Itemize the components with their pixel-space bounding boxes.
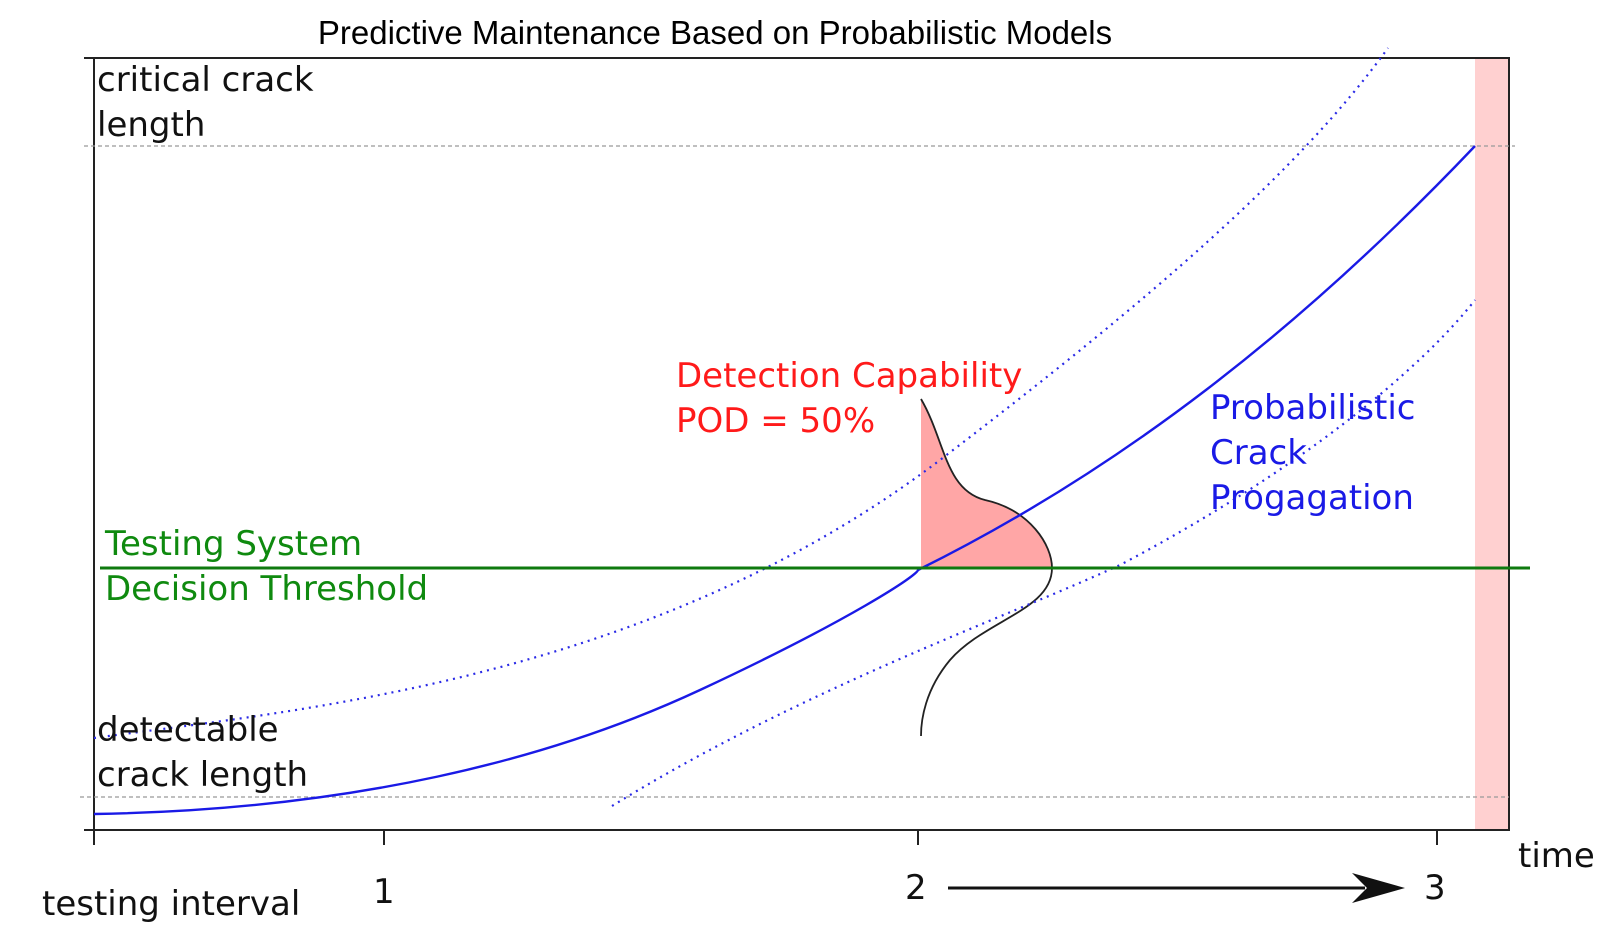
propagation-line-1: Probabilistic [1210,388,1416,428]
detectable-crack-label: detectable crack length [97,708,308,798]
tick-label-1: 1 [373,872,395,912]
upper-bound-curve [93,47,1389,740]
critical-crack-line-2: length [97,105,206,145]
detection-line-2: POD = 50% [676,401,876,441]
detectable-crack-line-1: detectable [97,710,279,750]
testing-interval-label: testing interval [42,884,301,924]
plot-frame [93,57,1510,831]
lower-bound-curve [611,299,1476,807]
threshold-label: Testing System Decision Threshold [105,522,428,612]
critical-crack-line-1: critical crack [97,60,314,100]
crack-propagation-curve [93,145,1476,816]
detection-capability-area [921,399,1052,568]
propagation-label: Probabilistic Crack Progagation [1210,386,1415,521]
critical-crack-label: critical crack length [97,58,314,148]
tick-label-2: 2 [905,868,927,908]
propagation-line-3: Progagation [1210,478,1414,518]
tick-label-3: 3 [1424,868,1446,908]
threshold-line-1: Testing System [105,524,363,564]
interval-arrow-head [1352,873,1405,903]
detectable-crack-line-2: crack length [97,755,309,795]
x-axis-title: time [1518,836,1595,876]
propagation-line-2: Crack [1210,433,1307,473]
critical-band [1475,58,1509,830]
detection-line-1: Detection Capability [676,356,1023,396]
threshold-line-2: Decision Threshold [105,569,429,609]
detection-capability-label: Detection Capability POD = 50% [676,354,1022,444]
chart-title: Predictive Maintenance Based on Probabil… [317,14,1113,51]
